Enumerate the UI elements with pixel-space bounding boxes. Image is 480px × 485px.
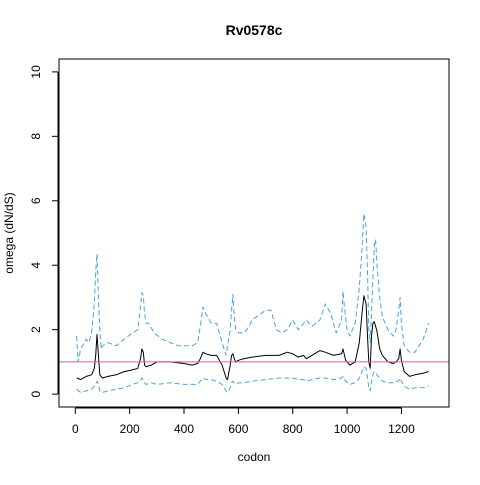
x-tick-label: 1200 [388, 422, 415, 436]
x-tick-label: 1000 [334, 422, 361, 436]
x-tick-label: 200 [120, 422, 140, 436]
x-tick-label: 800 [283, 422, 303, 436]
x-tick-label: 400 [174, 422, 194, 436]
y-tick-label: 6 [29, 197, 43, 204]
x-axis: 0 200 400 600 800 1000 1200 [72, 407, 415, 436]
x-tick-label: 0 [72, 422, 79, 436]
y-tick-label: 2 [29, 326, 43, 333]
y-tick-label: 10 [29, 65, 43, 79]
y-tick-label: 8 [29, 133, 43, 140]
x-tick-label: 600 [228, 422, 248, 436]
lower-bound-line [76, 366, 429, 393]
chart-title: Rv0578c [226, 22, 283, 38]
omega-estimate-line [76, 295, 429, 381]
plot-border [58, 58, 450, 408]
x-axis-label: codon [238, 450, 271, 464]
y-tick-label: 0 [29, 390, 43, 397]
y-axis: 0 2 4 6 8 10 [29, 65, 59, 397]
upper-bound-line [76, 213, 430, 363]
series-layer [76, 213, 430, 393]
y-axis-label: omega (dN/dS) [2, 192, 16, 273]
y-tick-label: 4 [29, 262, 43, 269]
